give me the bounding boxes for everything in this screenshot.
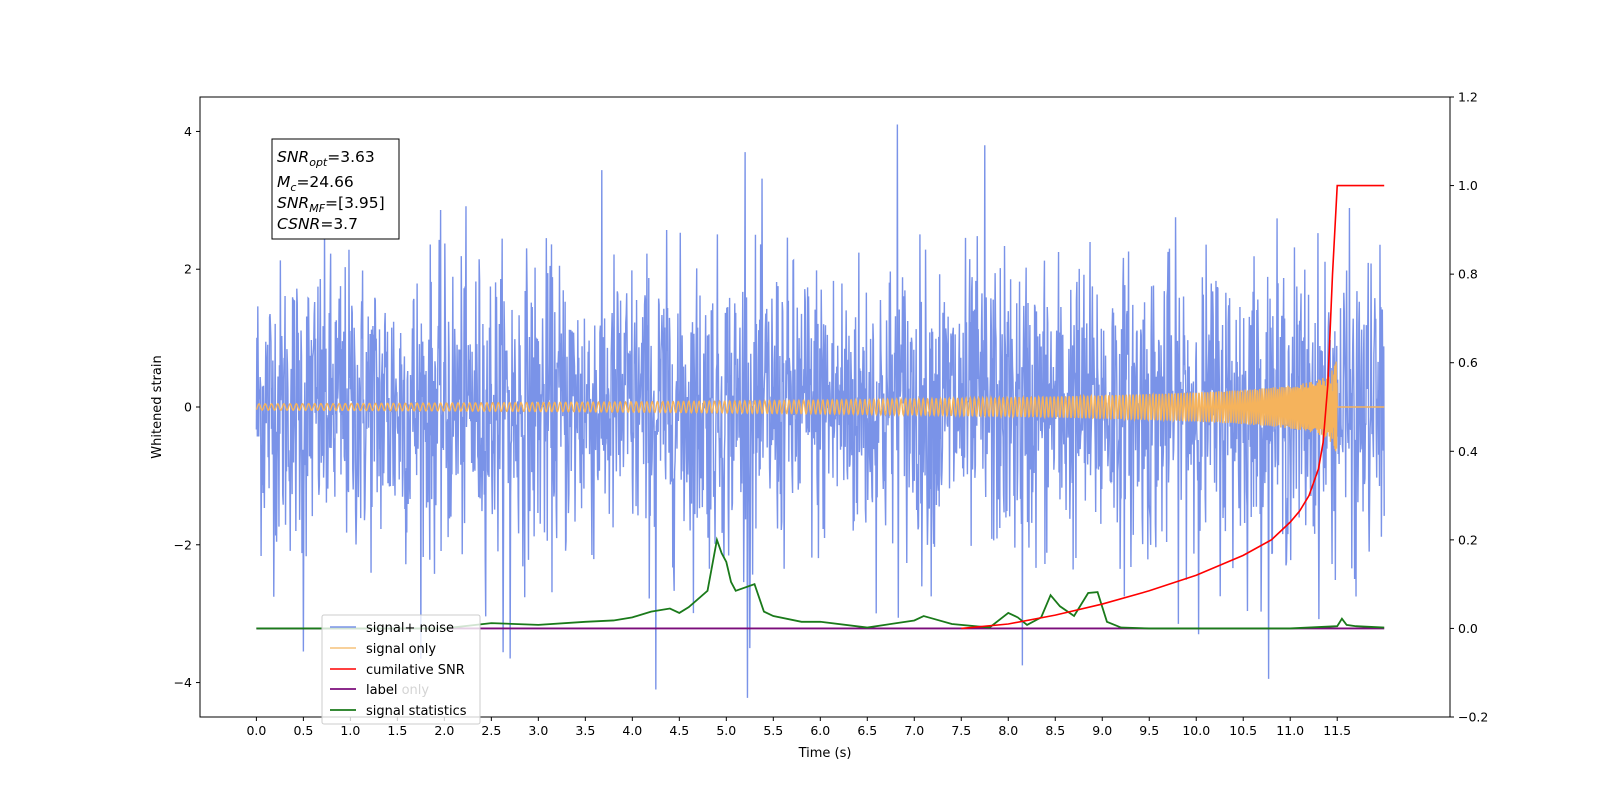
x-tick-label: 8.5 [1045,723,1065,738]
x-tick-label: 3.0 [528,723,548,738]
x-tick-label: 6.5 [857,723,877,738]
y2-tick-label: 1.0 [1458,178,1478,193]
x-tick-label: 0.0 [246,723,266,738]
legend-item-signal-only: signal only [330,642,436,657]
x-tick-label: 7.5 [951,723,971,738]
svg-text:signal statistics: signal statistics [366,704,467,719]
x-axis-label: Time (s) [798,746,852,761]
annotation-snr-opt: SNRopt=3.63 [277,148,375,169]
y-axis-label: Whitened strain [150,355,165,458]
svg-text:signal+ noise: signal+ noise [366,621,454,636]
legend-item-cumulative-snr: cumilative SNR [330,663,465,678]
svg-text:signal only: signal only [366,642,436,657]
y-tick-label: 4 [184,124,192,139]
series-signal-statistics [256,536,1385,630]
x-tick-label: 0.5 [293,723,313,738]
x-tick-label: 1.0 [340,723,360,738]
svg-text:label: label [366,683,397,698]
x-tick-label: 7.0 [904,723,924,738]
x-tick-label: 4.0 [622,723,642,738]
x-tick-label: 10.0 [1182,723,1210,738]
x-tick-label: 2.5 [481,723,501,738]
y2-tick-label: 0.4 [1458,444,1478,459]
y2-tick-label: 0.6 [1458,355,1478,370]
y-tick-label: 2 [184,262,192,277]
annotation-snr-mf: SNRMF=[3.95] [277,194,385,215]
legend-item-signal-statistics: signal statistics [330,704,467,719]
y2-tick-label: 0.2 [1458,532,1478,547]
x-tick-label: 10.5 [1229,723,1257,738]
series-cumulative-snr [961,184,1385,630]
legend-item-label: label [330,683,397,698]
y2-axis-ticks: −0.2 0.0 0.2 0.4 0.6 0.8 1.0 1.2 [1450,90,1488,725]
x-tick-label: 3.5 [575,723,595,738]
x-axis-ticks: 0.0 0.5 1.0 1.5 2.0 2.5 3.0 3.5 4.0 4.5 5.0 5.5 6.0 6… [246,717,1351,738]
plot-area [255,124,1385,698]
x-tick-label: 1.5 [387,723,407,738]
x-tick-label: 9.5 [1139,723,1159,738]
x-tick-label: 6.0 [810,723,830,738]
x-tick-label: 2.0 [434,723,454,738]
x-tick-label: 11.0 [1276,723,1304,738]
x-tick-label: 5.0 [716,723,736,738]
y-axis-ticks: −4 −2 0 2 4 [174,124,200,690]
x-tick-label: 5.5 [763,723,783,738]
y-tick-label: −2 [174,537,192,552]
y2-tick-label: 0.0 [1458,621,1478,636]
x-tick-label: 4.5 [669,723,689,738]
annotation-mc: Mc=24.66 [277,173,354,194]
series-signal-only [255,361,1385,452]
y2-tick-label: 0.8 [1458,267,1478,282]
annotation-csnr: CSNR=3.7 [277,215,358,233]
y2-tick-label: −0.2 [1458,710,1488,725]
legend: signal+ noise signal only cumilative SNR… [321,614,481,725]
y-tick-label: 0 [184,400,192,415]
annotation-box: SNRopt=3.63 Mc=24.66 SNRMF=[3.95] CSNR=3… [271,138,400,240]
legend-item-signal-noise: signal+ noise [330,621,454,636]
svg-text:cumilative SNR: cumilative SNR [366,663,465,678]
series-layer [255,124,1385,698]
series-signal-noise [255,124,1385,698]
y-tick-label: −4 [174,675,192,690]
x-tick-label: 11.5 [1323,723,1351,738]
x-tick-label: 8.0 [998,723,1018,738]
svg-text:label only: label only [366,683,429,698]
x-tick-label: 9.0 [1092,723,1112,738]
legend-item-label-only: label only [366,683,429,698]
y2-tick-label: 1.2 [1458,90,1478,105]
